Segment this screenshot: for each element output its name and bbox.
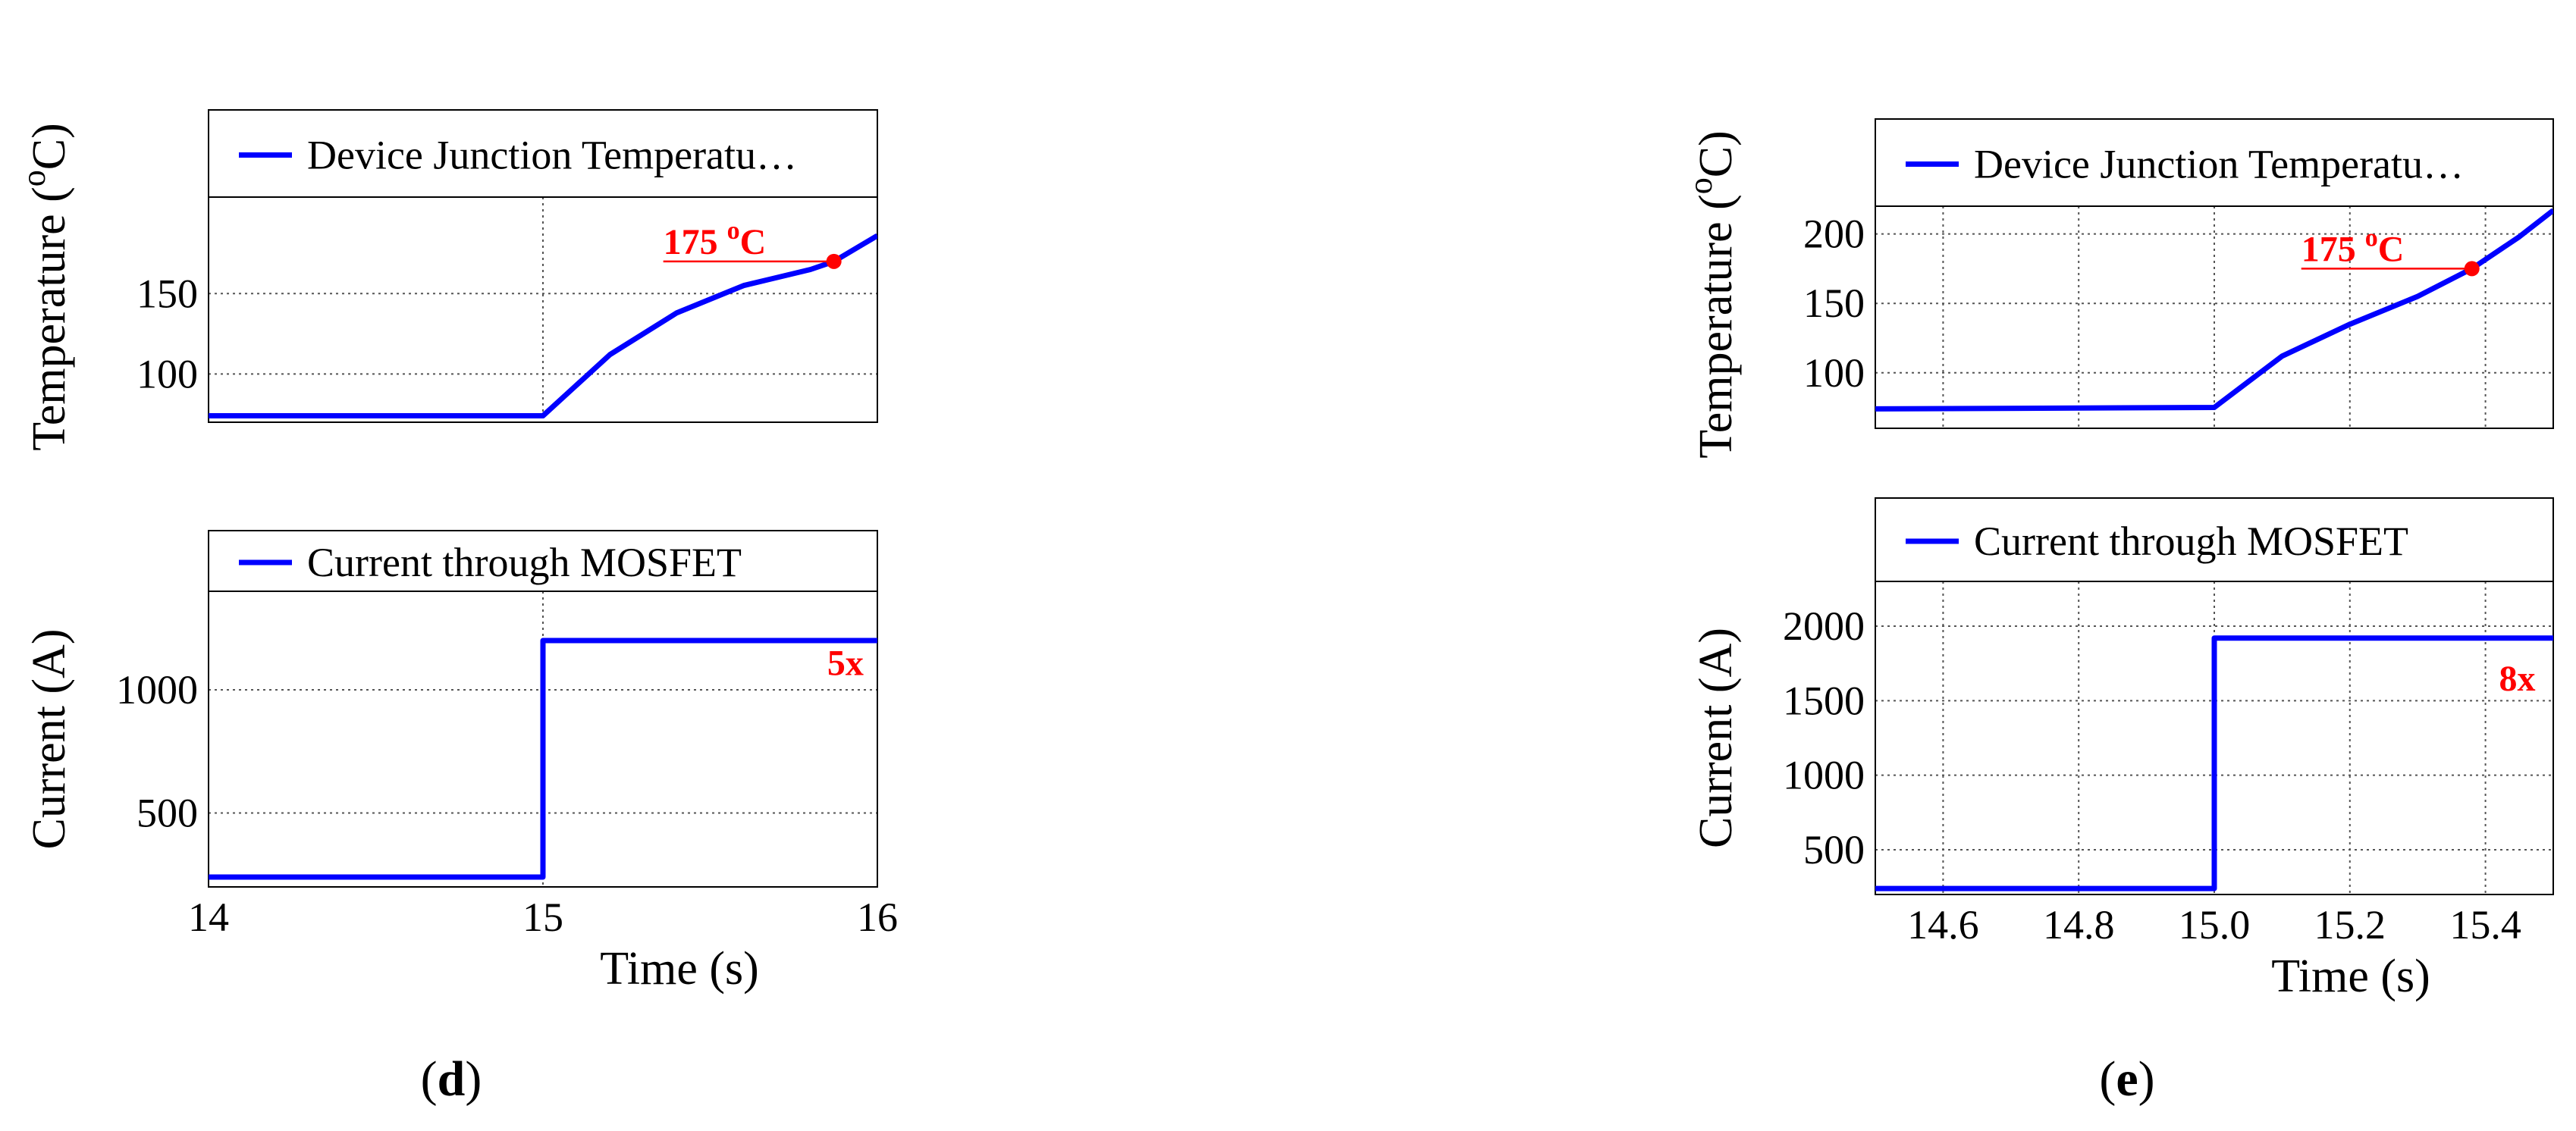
axes-frame [208,109,878,423]
axes-frame [1875,118,2554,429]
chart-e: 100 150 200 Device Junction Temperatu… Tempe… [1682,118,2554,1107]
annotation-marker [2464,261,2480,277]
annotation-label: 5x [827,644,864,684]
x-tick-label: 15.2 [2314,902,2386,948]
x-tick-label: 15.0 [2179,902,2251,948]
y-tick-label: 1500 [1783,678,1865,723]
y-tick-label: 2000 [1783,603,1865,649]
legend-label: Device Junction Temperatu… [307,133,797,178]
panel-label: (d) [421,1051,482,1107]
y-axis-label: Current (A) [1690,628,1742,848]
x-tick-label: 14 [188,894,229,940]
y-axis-label: Temperature (oC) [15,123,75,451]
y-axis-label: Current (A) [24,629,75,850]
y-tick-label: 500 [136,791,198,836]
annotation-marker [826,253,842,269]
y-tick-label: 1000 [116,667,198,713]
y-tick-label: 500 [1803,827,1865,873]
y-tick-label: 150 [136,271,198,316]
y-tick-label: 1000 [1783,753,1865,798]
series-line [1875,635,2553,891]
series-line [1875,208,2553,412]
x-tick-label: 15 [522,894,563,940]
panel-label: (e) [2099,1051,2154,1107]
annotation-label: 175 oC [2301,224,2405,269]
x-tick-label: 14.6 [1907,902,1979,948]
annotation-label: 8x [2499,659,2535,699]
y-tick-label: 100 [1803,350,1865,396]
legend-label: Device Junction Temperatu… [1974,142,2464,187]
x-tick-label: 16 [857,894,898,940]
x-tick-label: 14.8 [2043,902,2115,948]
y-tick-label: 150 [1803,280,1865,326]
chart-d: 100 150 Device Junction Temperatu… Temperat… [15,109,898,1107]
y-tick-label: 200 [1803,211,1865,257]
axes-frame [1875,497,2554,895]
x-axis-label: Time (s) [600,943,759,995]
y-tick-label: 100 [136,351,198,396]
annotation-label: 175 oC [664,217,767,262]
current-plot: 500 1000 1500 2000 14.6 14.8 15.0 15.2 15.4 Curre… [1690,497,2554,1002]
axes-frame [208,530,878,888]
temperature-plot: 100 150 Device Junction Temperatu… Temperat… [15,109,878,451]
legend-label: Current through MOSFET [307,540,742,585]
x-tick-label: 15.4 [2449,902,2521,948]
current-plot: 500 1000 14 15 16 Current through MOSFET Curre… [24,530,898,995]
y-axis-label: Temperature (oC) [1682,130,1742,459]
series-line [209,638,877,880]
legend-label: Current through MOSFET [1974,519,2408,564]
temperature-plot: 100 150 200 Device Junction Temperatu… Tempe… [1682,118,2554,459]
x-axis-label: Time (s) [2271,951,2430,1002]
